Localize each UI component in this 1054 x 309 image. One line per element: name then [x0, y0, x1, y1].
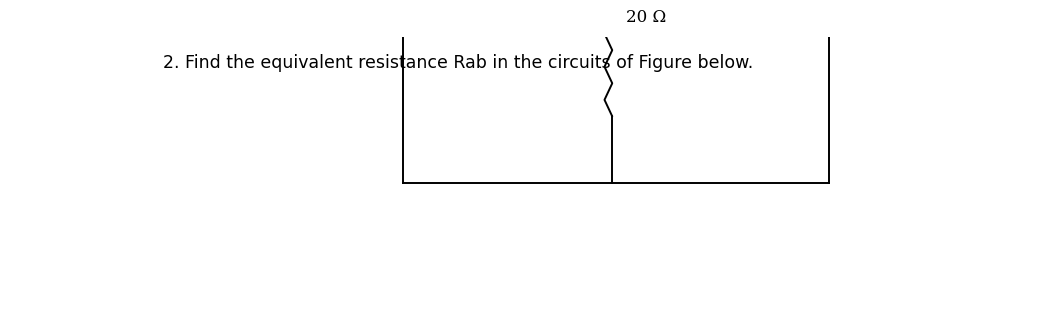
Text: 2. Find the equivalent resistance Rab in the circuits of Figure below.: 2. Find the equivalent resistance Rab in… — [162, 54, 753, 72]
Text: 20 Ω: 20 Ω — [626, 9, 666, 26]
